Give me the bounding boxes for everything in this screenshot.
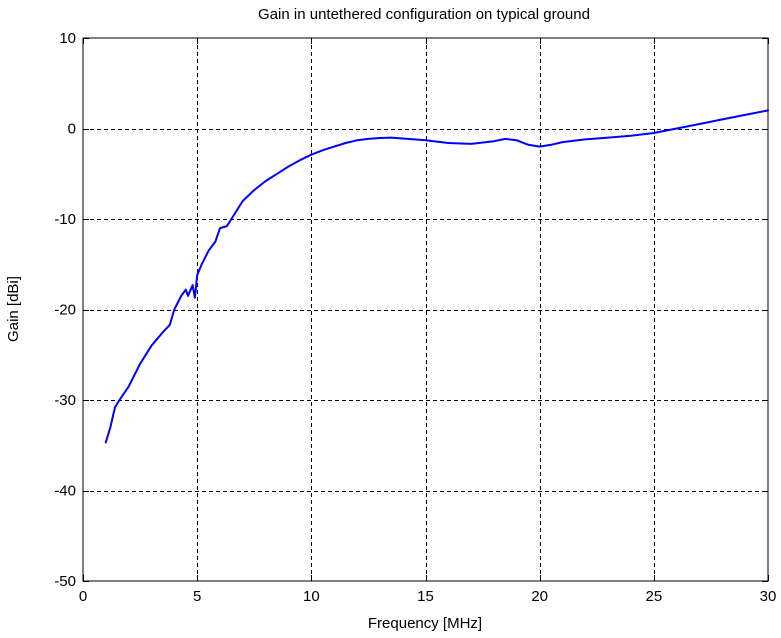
x-tick-label: 15 [417,588,434,605]
y-tick-label: 0 [68,121,76,138]
grid-lines [83,38,768,581]
y-tick-label: -10 [54,211,76,228]
y-tick-label: -30 [54,392,76,409]
y-axis-label: Gain [dBi] [5,276,22,342]
x-axis-label: Frequency [MHz] [368,615,482,632]
plot-area [83,38,768,581]
plot-frame [82,37,769,582]
tick-labels: 0 5 10 15 20 25 30 -50 -40 -30 -20 -10 0 10 [54,30,776,605]
y-tick-label: -40 [54,483,76,500]
x-tick-label: 25 [645,588,662,605]
x-tick-label: 20 [531,588,548,605]
x-tick-label: 5 [193,588,201,605]
y-tick-label: -20 [54,302,76,319]
gain-series-line [104,109,769,444]
x-tick-label: 0 [79,588,87,605]
y-tick-label: -50 [54,573,76,590]
x-tick-label: 10 [303,588,320,605]
chart-title: Gain in untethered configuration on typi… [258,6,590,23]
x-tick-label: 30 [760,588,777,605]
y-tick-label: 10 [59,30,76,47]
series-layer [104,109,769,444]
